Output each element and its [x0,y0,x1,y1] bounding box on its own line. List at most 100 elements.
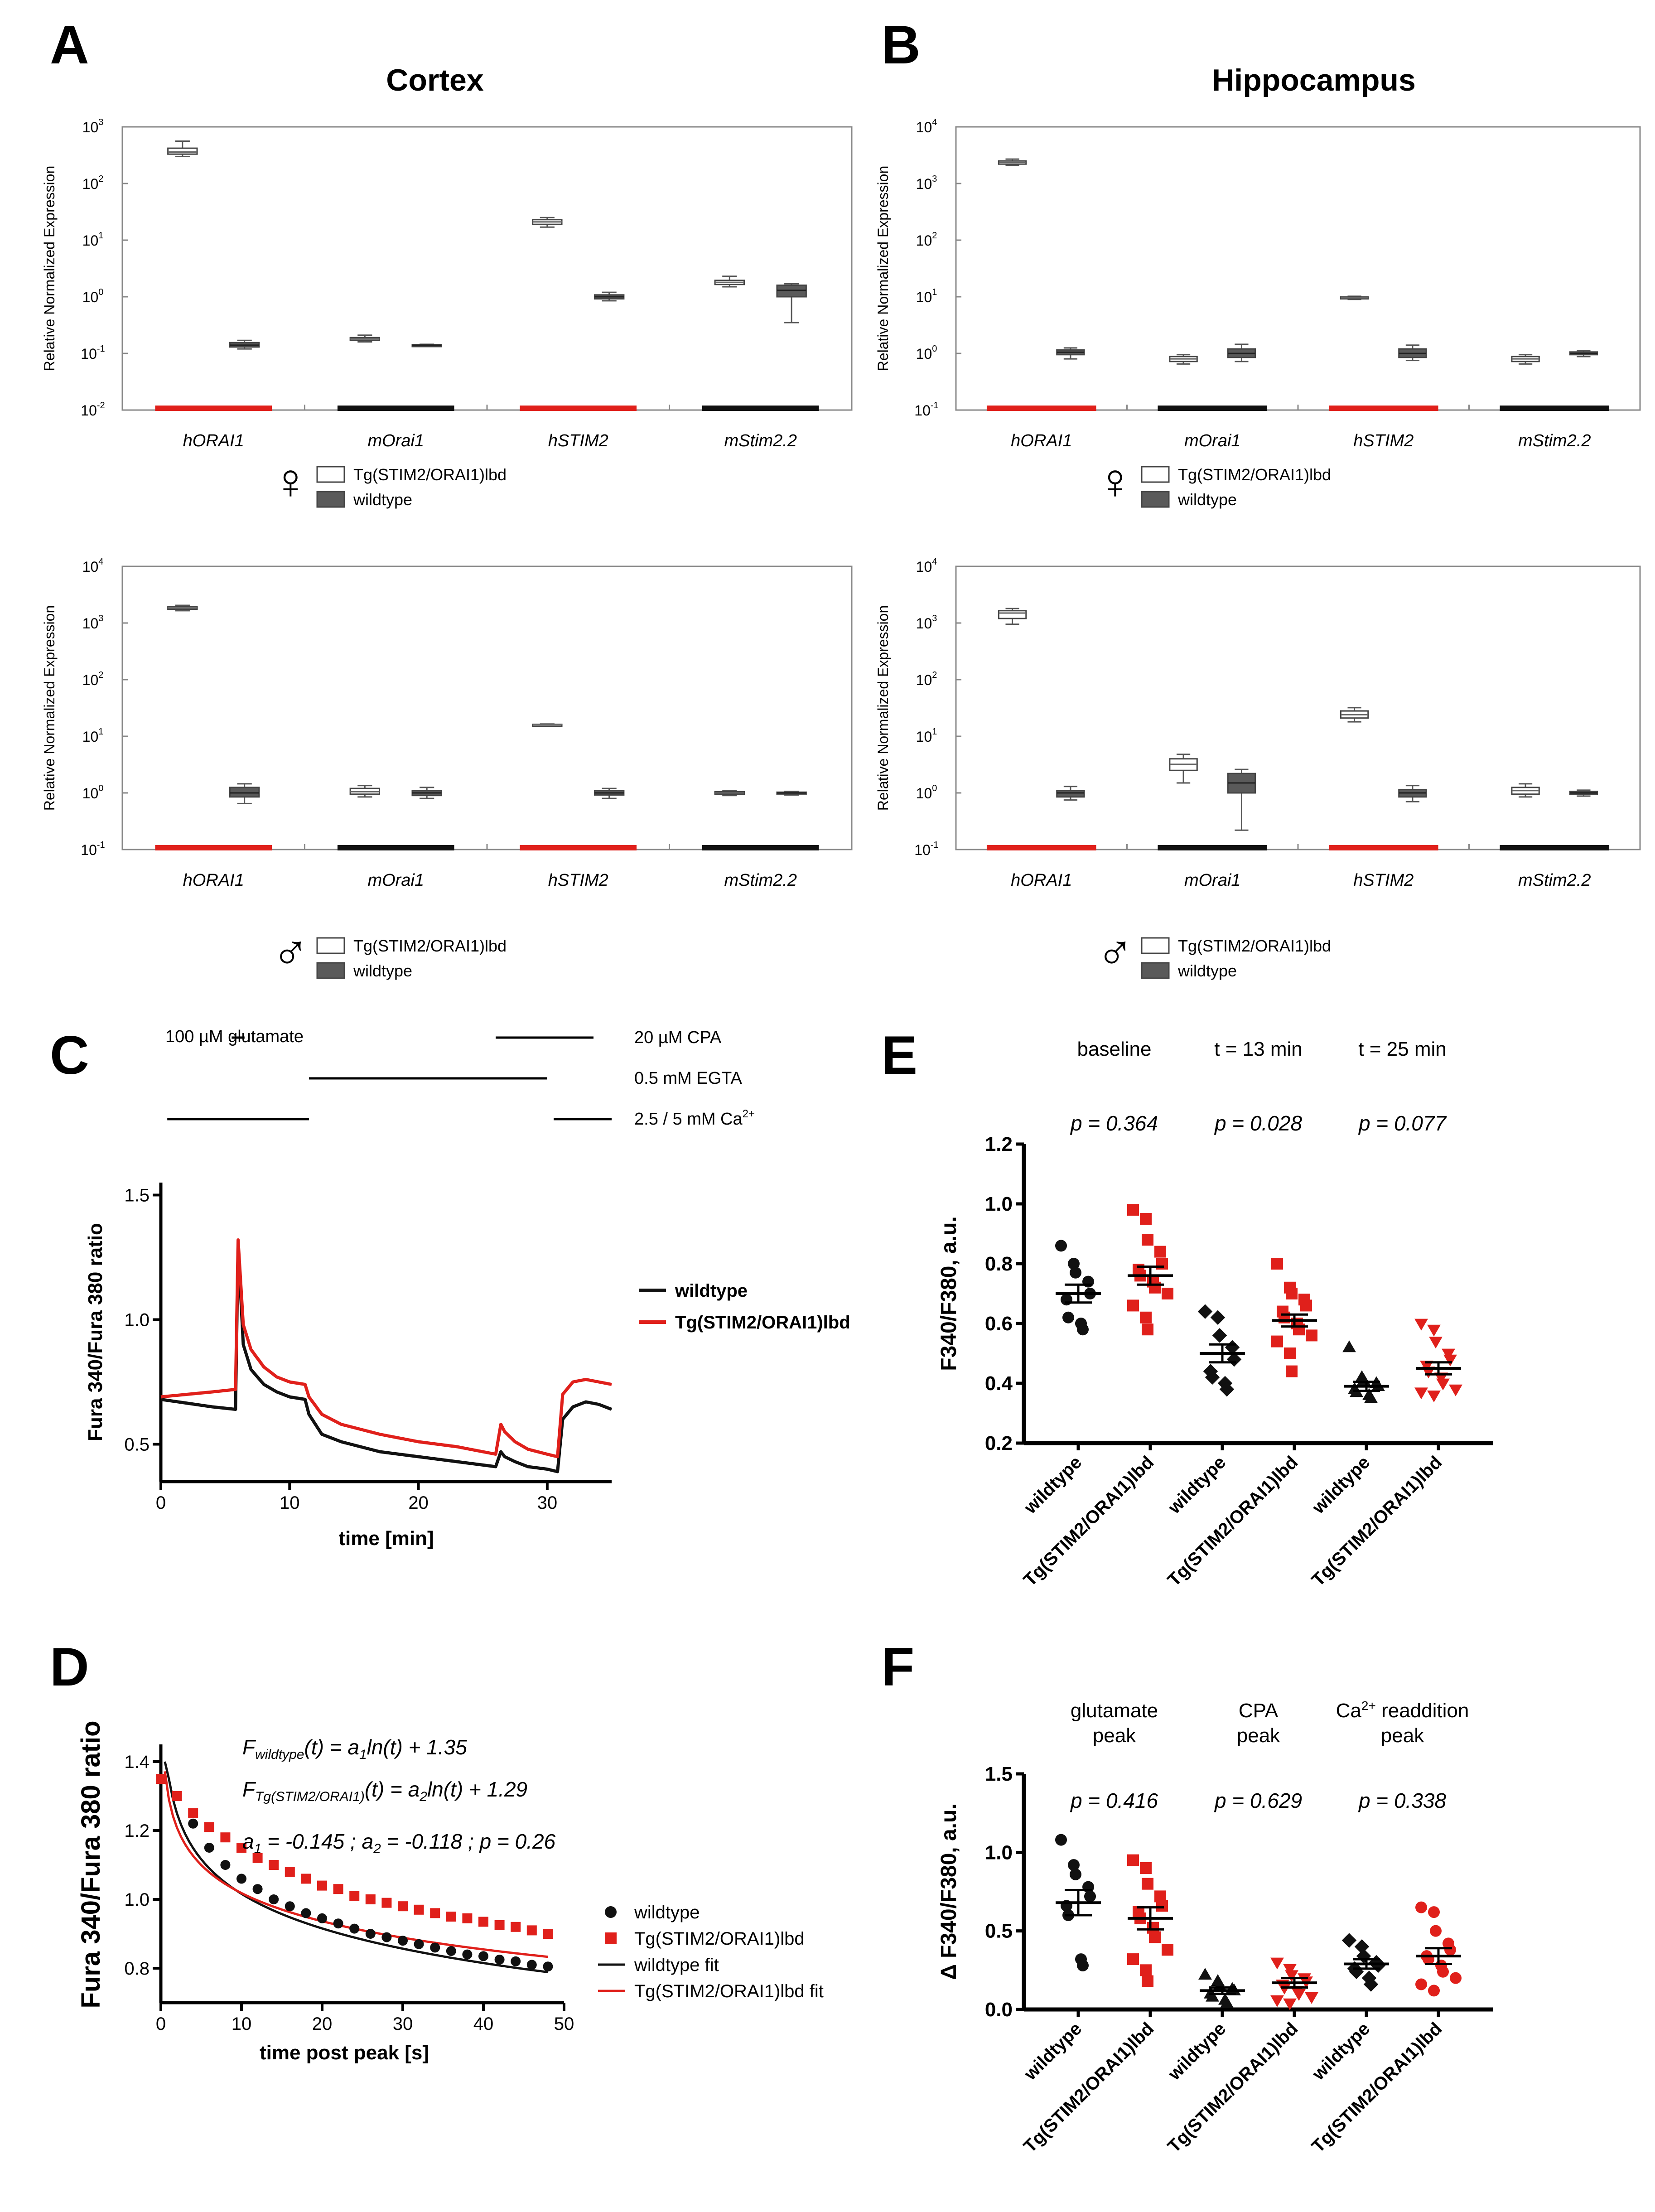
data-point [1305,1992,1318,2004]
data-point [1427,1324,1441,1337]
data-point-tg [236,1843,246,1853]
data-point [1449,1384,1462,1396]
legend-label-wildtype: wildtype [634,1903,700,1922]
x-category-label: mOrai1 [367,431,424,450]
data-point-tg [494,1920,505,1930]
x-axis-label: time post peak [s] [260,2042,429,2064]
y-tick-label: 0.5 [124,1435,150,1455]
y-tick-label: 1.5 [985,1763,1013,1785]
data-point [1306,1329,1317,1342]
trace-wildtype [160,1243,613,1473]
data-point [1444,1944,1456,1956]
y-axis-label: F340/F380, a.u. [937,1216,961,1371]
y-tick-label: 102 [916,231,937,249]
y-tick-label: 0.5 [985,1920,1013,1942]
sex-symbol: ♀ [272,454,309,509]
p-value: p = 0.028 [1214,1111,1303,1135]
y-axis-label: Relative Normalized Expression [875,605,891,811]
data-point-tg [204,1822,214,1832]
data-point [1356,1948,1371,1964]
data-point [1142,1975,1153,1987]
group-title: t = 13 min [1214,1038,1302,1060]
data-point [1127,1299,1139,1312]
y-tick-label: 101 [82,231,104,249]
y-tick-label: 102 [82,174,104,192]
x-category-label: mStim2.2 [1518,431,1591,450]
x-category-label: hSTIM2 [548,431,608,450]
data-point [1443,1354,1457,1367]
protocol-label-cpa: 20 µM CPA [634,1028,722,1047]
data-point [1140,1862,1152,1874]
y-tick-label: 10-1 [914,840,938,858]
data-point [1140,1213,1152,1225]
data-point [1142,1878,1153,1890]
p-value: p = 0.629 [1214,1789,1302,1812]
data-point-wildtype [446,1946,456,1956]
y-tick-label: 0.8 [124,1959,150,1979]
box-plot-B-female: Relative Normalized Expression 10-1 100 101… [875,117,1641,509]
group-title: t = 25 min [1358,1038,1446,1060]
data-point [1068,1859,1080,1871]
y-tick-label: 101 [82,727,104,745]
data-point [1070,1266,1081,1279]
y-tick-label: 10-1 [81,840,105,858]
plot-frame [955,565,1641,850]
data-point [1437,1966,1449,1978]
data-point-tg [414,1904,424,1915]
legend-swatch-tg [316,937,345,954]
box-tg-hORAI1 [998,610,1027,619]
y-tick-label: 1.0 [985,1193,1013,1215]
data-point [1205,1370,1220,1385]
data-point-wildtype [349,1923,360,1934]
data-point [1127,1953,1139,1966]
data-point [1364,1391,1378,1403]
legend-label-tg: Tg(STIM2/ORAI1)lbd [634,1929,805,1949]
x-category-label: hSTIM2 [1353,871,1414,890]
y-axis-label: Δ F340/F380, a.u. [937,1803,961,1980]
data-point [1062,1311,1074,1323]
data-point [1414,1387,1428,1400]
panel-letter-f: F [881,1637,914,1697]
x-tick-label: 40 [473,2014,494,2034]
data-point-tg [511,1922,521,1932]
x-tick-label: 0 [156,2014,166,2034]
legend-swatch-wt [316,962,345,979]
panel-letter-d: D [50,1637,89,1697]
x-tick-label: 20 [408,1493,429,1513]
group-title: peak [1381,1724,1424,1747]
y-axis-label: Fura 340/Fura 380 ratio [84,1223,106,1441]
data-point [1068,1258,1080,1270]
data-point-tg [543,1929,553,1939]
y-tick-label: 0.8 [985,1253,1013,1275]
y-tick-label: 101 [916,287,937,305]
data-point [1162,1288,1173,1299]
data-point-tg [220,1832,231,1843]
data-point-wildtype [317,1913,327,1923]
data-point-wildtype [285,1901,295,1912]
data-point [1142,1323,1153,1336]
data-point [1428,1985,1440,1997]
box-plot-A-male: Relative Normalized Expression 10-1 100 101… [41,557,853,980]
data-point [1415,1978,1427,1990]
x-category-label: wildtype [1164,1452,1230,1518]
legend-swatch-tg [1141,937,1170,954]
x-category-label: Tg(STIM2/ORAI1)lbd [1308,2019,1446,2157]
box-tg-hORAI1 [167,147,198,155]
data-point-wildtype [333,1918,343,1929]
data-point [1286,1288,1298,1299]
protocol-label-egta: 0.5 mM EGTA [634,1069,743,1088]
panel-letter-e: E [881,1025,917,1086]
x-category-label: Tg(STIM2/ORAI1)lbd [1164,2019,1302,2157]
x-tick-label: 10 [280,1493,300,1513]
x-tick-label: 50 [554,2014,574,2034]
data-point-tg [172,1791,182,1801]
data-point-wildtype [511,1956,521,1966]
data-point-wildtype [269,1894,279,1904]
data-point [1077,1959,1089,1971]
plot-frame [121,565,853,850]
y-tick-label: 102 [916,670,937,688]
protocol-label-glutamate: 100 µM glutamate [165,1027,304,1046]
y-tick-label: 101 [916,727,937,745]
data-point [1212,1328,1227,1343]
